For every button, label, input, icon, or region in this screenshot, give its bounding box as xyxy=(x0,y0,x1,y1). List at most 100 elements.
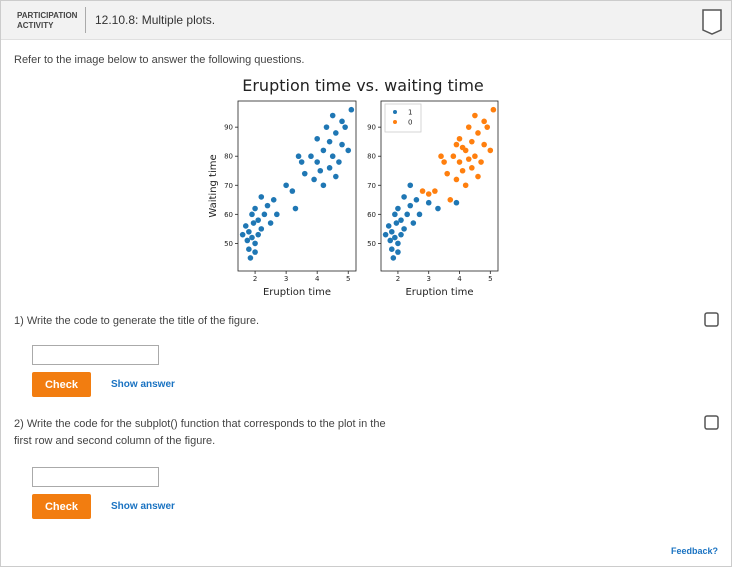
answer-input[interactable] xyxy=(32,345,159,365)
show-answer-link[interactable]: Show answer xyxy=(111,379,175,390)
scatter-point xyxy=(453,199,460,206)
scatter-point xyxy=(465,156,472,162)
scatter-point xyxy=(311,176,317,183)
question-text: 2) Write the code for the subplot() func… xyxy=(14,418,386,447)
y-tick-label: 80 xyxy=(224,153,233,161)
scatter-point xyxy=(392,234,398,241)
instructions: Refer to the image below to answer the f… xyxy=(14,54,305,66)
scatter-point xyxy=(490,106,497,113)
scatter-point xyxy=(333,130,339,136)
scatter-point xyxy=(320,147,327,154)
answer-input[interactable] xyxy=(32,467,159,487)
scatter-point xyxy=(249,234,255,241)
show-answer-link[interactable]: Show answer xyxy=(111,501,175,512)
scatter-point xyxy=(252,205,258,212)
scatter-point xyxy=(345,147,352,154)
scatter-point xyxy=(329,153,336,160)
scatter-point xyxy=(295,153,302,160)
x-axis-label: Eruption time xyxy=(405,287,473,298)
scatter-point xyxy=(395,205,401,212)
scatter-point xyxy=(339,141,345,148)
scatter-point xyxy=(323,124,330,130)
scatter-point xyxy=(255,231,261,238)
scatter-point xyxy=(481,141,487,148)
y-tick-label: 60 xyxy=(224,211,233,219)
y-axis-label: Waiting time xyxy=(208,154,219,217)
scatter-point xyxy=(487,147,494,154)
scatter-point xyxy=(447,197,454,203)
scatter-point xyxy=(301,170,308,177)
scatter-point xyxy=(267,220,274,226)
scatter-point xyxy=(478,159,484,165)
separator xyxy=(85,7,86,33)
scatter-point xyxy=(261,211,268,218)
scatter-point xyxy=(410,220,417,226)
x-tick-label: 5 xyxy=(488,275,492,283)
scatter-point xyxy=(472,112,478,119)
feedback-link[interactable]: Feedback? xyxy=(671,546,719,556)
scatter-point xyxy=(252,249,258,255)
x-tick-label: 2 xyxy=(396,275,400,283)
scatter-point xyxy=(329,112,336,119)
scatter-point xyxy=(469,165,475,171)
x-tick-label: 3 xyxy=(426,275,430,283)
scatter-point xyxy=(342,124,348,130)
activity-title: 12.10.8: Multiple plots. xyxy=(95,13,216,27)
check-button[interactable]: Check xyxy=(32,494,91,519)
scatter-point xyxy=(425,191,432,197)
legend-label: 0 xyxy=(408,119,412,127)
x-axis-label: Eruption time xyxy=(263,287,331,298)
scatter-point xyxy=(395,249,401,255)
scatter-point xyxy=(388,228,395,235)
scatter-point xyxy=(274,211,280,218)
scatter-point xyxy=(407,202,414,209)
scatter-point xyxy=(258,226,265,232)
scatter-point xyxy=(398,217,404,223)
scatter-point xyxy=(336,159,342,165)
scatter-point xyxy=(298,159,305,165)
x-tick-label: 4 xyxy=(457,275,462,283)
scatter-point xyxy=(481,118,487,125)
scatter-point xyxy=(247,255,254,261)
scatter-point xyxy=(404,211,410,218)
scatter-point xyxy=(392,211,398,218)
scatter-point xyxy=(252,240,258,247)
completion-box xyxy=(704,415,719,430)
scatter-point xyxy=(465,124,472,130)
scatter-point xyxy=(387,237,394,244)
scatter-point xyxy=(246,228,252,235)
scatter-point xyxy=(419,188,426,194)
scatter-point xyxy=(438,153,444,160)
scatter-point xyxy=(326,138,333,145)
y-tick-label: 50 xyxy=(224,240,233,248)
scatter-point xyxy=(393,220,400,226)
scatter-point xyxy=(289,188,296,194)
scatter-point xyxy=(475,173,481,180)
scatter-point xyxy=(348,106,355,113)
scatter-point xyxy=(385,223,392,229)
x-tick-label: 3 xyxy=(284,275,288,283)
x-tick-label: 2 xyxy=(253,275,257,283)
scatter-point xyxy=(339,118,345,125)
y-tick-label: 50 xyxy=(367,240,376,248)
scatter-point xyxy=(459,167,466,174)
y-tick-label: 90 xyxy=(224,124,233,132)
scatter-point xyxy=(401,226,407,232)
scatter-point xyxy=(242,223,249,229)
scatter-point xyxy=(326,165,333,171)
scatter-point xyxy=(484,124,491,130)
check-button[interactable]: Check xyxy=(32,372,91,397)
scatter-point xyxy=(382,231,389,238)
legend-label: 1 xyxy=(408,109,412,117)
scatter-point xyxy=(314,135,320,142)
completion-box xyxy=(704,312,719,327)
scatter-point xyxy=(401,194,407,200)
scatter-point xyxy=(314,159,320,165)
scatter-point xyxy=(283,182,289,189)
scatter-point xyxy=(413,197,420,203)
bookmark-icon[interactable] xyxy=(701,8,725,36)
scatter-point xyxy=(459,144,466,151)
scatter-point xyxy=(255,217,261,223)
scatter-point xyxy=(239,231,246,238)
legend-swatch xyxy=(393,120,397,124)
